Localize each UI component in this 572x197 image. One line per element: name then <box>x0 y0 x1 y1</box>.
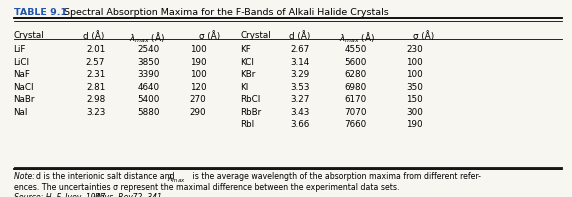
Text: 270: 270 <box>190 95 206 104</box>
Text: 6280: 6280 <box>344 70 367 79</box>
Text: is the average wavelength of the absorption maxima from different refer-: is the average wavelength of the absorpt… <box>190 172 481 181</box>
Text: LiCl: LiCl <box>14 58 30 67</box>
Text: 6170: 6170 <box>344 95 367 104</box>
Text: KCl: KCl <box>240 58 254 67</box>
Text: Crystal: Crystal <box>240 31 271 40</box>
Text: $\lambda_{max}$: $\lambda_{max}$ <box>166 172 185 185</box>
Text: 3.29: 3.29 <box>290 70 309 79</box>
Text: $\lambda_{max}$ (Å): $\lambda_{max}$ (Å) <box>129 31 165 45</box>
Text: 3.53: 3.53 <box>290 83 309 92</box>
Text: 3.14: 3.14 <box>290 58 309 67</box>
Text: 2.01: 2.01 <box>86 45 105 54</box>
Text: 7070: 7070 <box>344 108 367 117</box>
Text: 4550: 4550 <box>344 45 367 54</box>
Text: Crystal: Crystal <box>14 31 45 40</box>
Text: Phys. Rev.: Phys. Rev. <box>95 193 135 197</box>
Text: KI: KI <box>240 83 248 92</box>
Text: 2.67: 2.67 <box>290 45 309 54</box>
Text: LiF: LiF <box>14 45 26 54</box>
Text: 150: 150 <box>406 95 423 104</box>
Text: 230: 230 <box>406 45 423 54</box>
Text: NaCl: NaCl <box>14 83 34 92</box>
Text: 3.66: 3.66 <box>290 120 309 129</box>
Text: 100: 100 <box>406 58 423 67</box>
Text: TABLE 9.1: TABLE 9.1 <box>14 8 67 17</box>
Text: 190: 190 <box>190 58 206 67</box>
Text: ences. The uncertainties σ represent the maximal difference between the experime: ences. The uncertainties σ represent the… <box>14 183 399 192</box>
Text: 3850: 3850 <box>137 58 160 67</box>
Text: 2.81: 2.81 <box>86 83 105 92</box>
Text: 6980: 6980 <box>344 83 367 92</box>
Text: 72, 341.: 72, 341. <box>130 193 164 197</box>
Text: d (Å): d (Å) <box>289 31 311 41</box>
Text: 3390: 3390 <box>137 70 160 79</box>
Text: 290: 290 <box>190 108 206 117</box>
Text: NaBr: NaBr <box>14 95 35 104</box>
Text: 350: 350 <box>406 83 423 92</box>
Text: 2.31: 2.31 <box>86 70 105 79</box>
Text: 4640: 4640 <box>138 83 160 92</box>
Text: 5400: 5400 <box>137 95 160 104</box>
Text: 2.57: 2.57 <box>86 58 105 67</box>
Text: 5880: 5880 <box>137 108 160 117</box>
Text: NaI: NaI <box>14 108 28 117</box>
Text: KBr: KBr <box>240 70 256 79</box>
Text: $\lambda_{max}$ (Å): $\lambda_{max}$ (Å) <box>339 31 375 45</box>
Text: 100: 100 <box>406 70 423 79</box>
Text: 120: 120 <box>190 83 206 92</box>
Text: 3.23: 3.23 <box>86 108 105 117</box>
Text: 3.43: 3.43 <box>290 108 309 117</box>
Text: 7660: 7660 <box>344 120 367 129</box>
Text: 100: 100 <box>190 70 206 79</box>
Text: Spectral Absorption Maxima for the F-Bands of Alkali Halide Crystals: Spectral Absorption Maxima for the F-Ban… <box>55 8 388 17</box>
Text: RbI: RbI <box>240 120 255 129</box>
Text: σ (Å): σ (Å) <box>199 31 220 41</box>
Text: d (Å): d (Å) <box>83 31 104 41</box>
Text: 100: 100 <box>190 45 206 54</box>
Text: RbBr: RbBr <box>240 108 261 117</box>
Text: RbCl: RbCl <box>240 95 260 104</box>
Text: NaF: NaF <box>14 70 30 79</box>
Text: 3.27: 3.27 <box>290 95 309 104</box>
Text: d is the interionic salt distance and: d is the interionic salt distance and <box>36 172 177 181</box>
Text: KF: KF <box>240 45 251 54</box>
Text: 190: 190 <box>406 120 423 129</box>
Text: 2540: 2540 <box>137 45 160 54</box>
Text: Source: H. F. Ivey. 1947.: Source: H. F. Ivey. 1947. <box>14 193 110 197</box>
Text: 5600: 5600 <box>344 58 367 67</box>
Text: σ (Å): σ (Å) <box>413 31 434 41</box>
Text: 300: 300 <box>406 108 423 117</box>
Text: Note:: Note: <box>14 172 37 181</box>
Text: 2.98: 2.98 <box>86 95 105 104</box>
